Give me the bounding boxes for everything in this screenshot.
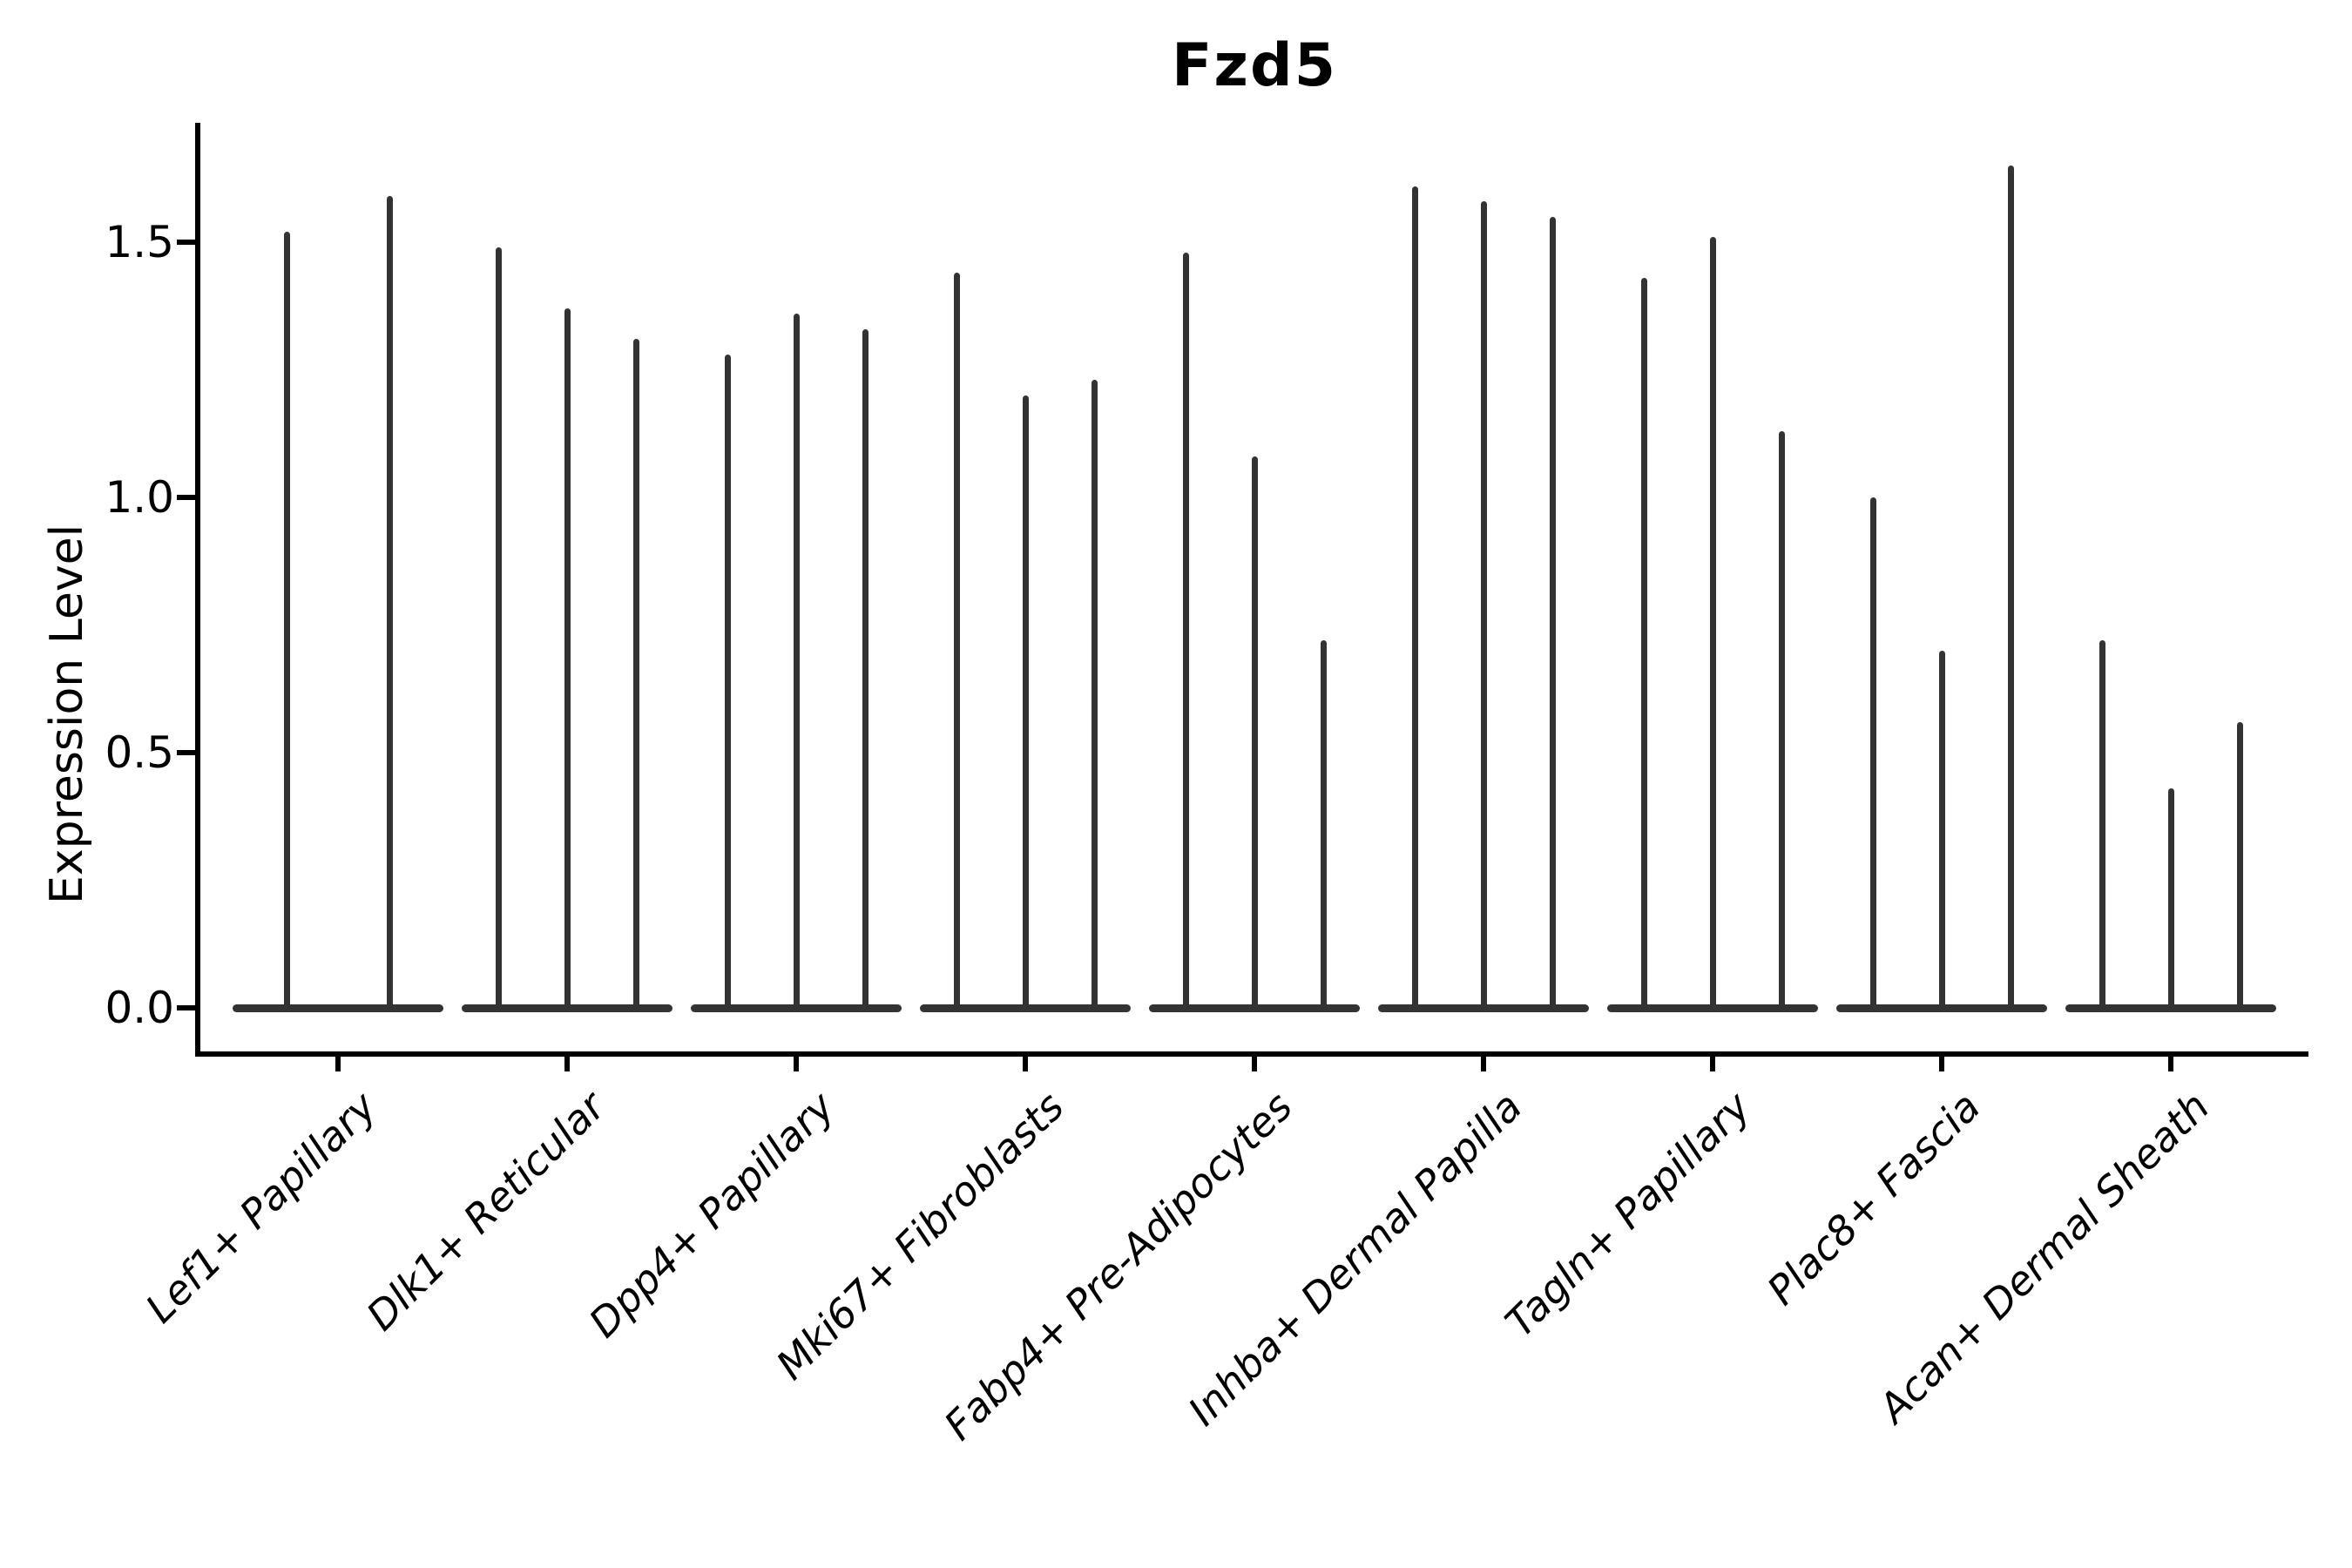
x-tick (1710, 1057, 1715, 1071)
violin-base (233, 1004, 443, 1012)
violin (2099, 640, 2105, 1010)
violin (495, 247, 502, 1010)
x-tick (794, 1057, 799, 1071)
violin (1549, 216, 1556, 1010)
y-axis-label: Expression Level (41, 524, 93, 905)
violin (283, 232, 290, 1010)
y-tick (177, 495, 195, 500)
y-axis-spine (195, 123, 200, 1057)
violin (632, 339, 639, 1010)
y-tick (177, 240, 195, 245)
violin (1182, 252, 1189, 1010)
violin (1022, 395, 1029, 1010)
violin (1938, 650, 1945, 1010)
x-axis-spine (195, 1051, 2308, 1057)
violin (1778, 430, 1785, 1010)
x-tick (2168, 1057, 2173, 1071)
violin (2236, 721, 2243, 1010)
x-tick (1023, 1057, 1028, 1071)
violin (724, 354, 731, 1010)
violin (1411, 186, 1418, 1010)
violin (1091, 380, 1098, 1010)
x-tick-label: Tagln+ Papillary (1496, 1083, 1761, 1347)
y-tick-label: 1.5 (105, 217, 174, 267)
violin (564, 308, 571, 1010)
x-tick (1252, 1057, 1257, 1071)
x-tick-label: Lef1+ Papillary (136, 1083, 386, 1332)
violin (1251, 456, 1258, 1010)
violin (862, 328, 868, 1010)
violin (1709, 237, 1716, 1010)
x-tick (1939, 1057, 1944, 1071)
x-tick-label: Dpp4+ Papillary (579, 1083, 844, 1347)
violin (2167, 788, 2174, 1010)
x-tick (1481, 1057, 1486, 1071)
x-tick-label: Dlk1+ Reticular (357, 1083, 615, 1340)
violin (386, 196, 393, 1010)
violin (1640, 278, 1647, 1010)
violin (1320, 640, 1327, 1010)
y-tick-label: 1.0 (105, 472, 174, 523)
violin (953, 273, 960, 1010)
y-tick-label: 0.5 (105, 727, 174, 778)
y-tick-label: 0.0 (105, 983, 174, 1033)
violin (1869, 497, 1876, 1010)
chart-title: Fzd5 (1171, 31, 1338, 100)
x-tick (564, 1057, 570, 1071)
x-tick-label: Plac8+ Fascia (1757, 1083, 1990, 1315)
x-tick (335, 1057, 341, 1071)
violin (793, 314, 800, 1010)
violin (2007, 166, 2014, 1010)
y-tick (177, 750, 195, 755)
y-tick (177, 1005, 195, 1010)
violin (1480, 201, 1487, 1010)
